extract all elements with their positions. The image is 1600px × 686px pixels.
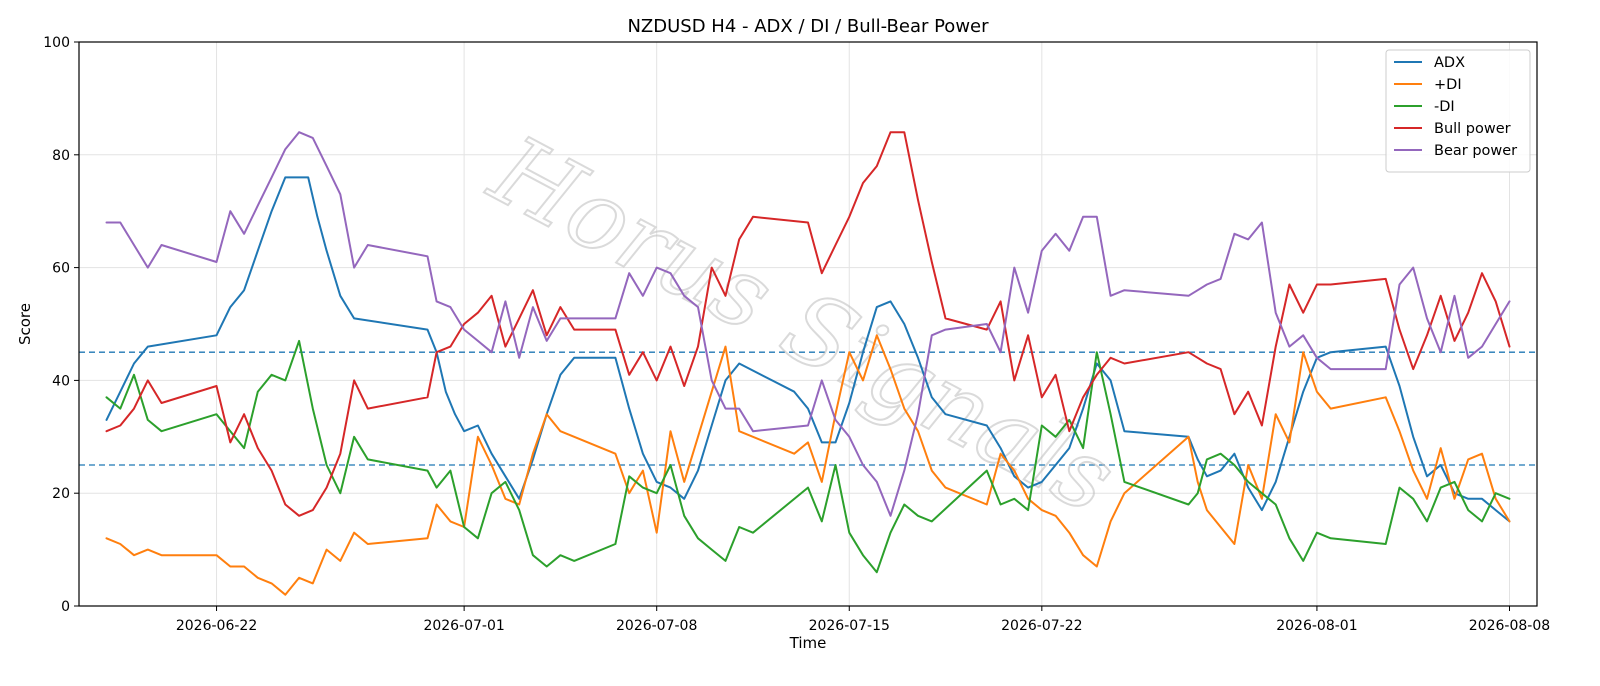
legend-label: -DI [1434,99,1455,115]
legend-label: +DI [1434,77,1462,93]
reference-lines [79,351,1537,466]
x-axis-ticks: 2026-06-22 2026-07-01 2026-07-08 2026-07-15… [176,606,1550,634]
series-bull-power [105,131,1511,517]
x-tick-label: 2026-07-15 [809,618,890,634]
legend-item: Bear power [1394,143,1517,159]
series-adx [105,176,1511,523]
y-tick-label: 60 [52,261,70,277]
legend-label: Bear power [1434,143,1517,159]
y-axis-ticks: 0 20 40 60 80 100 [43,35,79,615]
series-di [105,339,1511,574]
x-tick-label: 2026-08-01 [1276,618,1357,634]
legend-item: Bull power [1394,121,1511,137]
y-tick-label: 0 [61,599,70,615]
series-line [105,131,1511,517]
x-tick-label: 2026-07-08 [616,618,697,634]
legend-label: ADX [1434,55,1465,71]
x-tick-label: 2026-07-01 [423,618,504,634]
y-tick-label: 100 [43,35,70,51]
y-tick-label: 20 [52,486,70,502]
series-line [105,131,1511,517]
x-axis-label: Time [789,634,827,652]
legend-item: -DI [1394,99,1455,115]
series-di [105,334,1511,596]
legend-label: Bull power [1434,121,1511,137]
legend: ADX +DI -DI Bull power Bear power [1385,49,1531,173]
y-tick-label: 40 [52,373,70,389]
series-bear-power [105,131,1511,517]
x-tick-label: 2026-07-22 [1001,618,1082,634]
series-line [105,334,1511,596]
legend-item: +DI [1394,77,1462,93]
y-tick-label: 80 [52,148,70,164]
series-line [105,176,1511,523]
series-line [105,339,1511,574]
grid-layer [79,41,1537,607]
x-tick-label: 2026-08-08 [1469,618,1550,634]
plot-frame [78,41,1538,607]
legend-item: ADX [1394,55,1465,71]
y-axis-label: Score [16,303,34,345]
chart-title: NZDUSD H4 - ADX / DI / Bull-Bear Power [627,16,989,37]
legend-box [1385,49,1531,173]
x-tick-label: 2026-06-22 [176,618,257,634]
series-layer [105,131,1511,596]
